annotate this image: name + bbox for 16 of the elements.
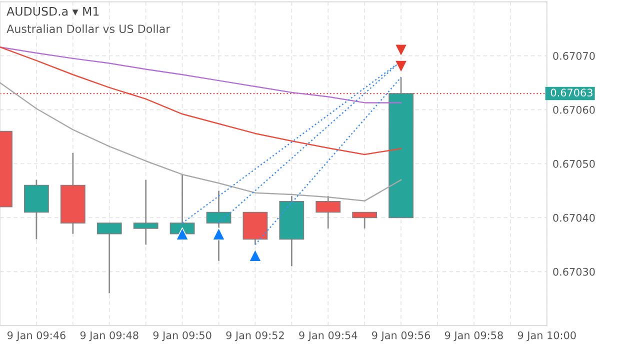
- chart-title: AUDUSD.a ▾ M1: [6, 6, 99, 16]
- text: Australian Dollar vs US Dollar: [6, 24, 170, 34]
- y-tick-label: 0.67040: [553, 214, 595, 222]
- x-tick-label: 9 Jan 09:52: [226, 331, 284, 342]
- y-tick-label: 0.67070: [553, 52, 595, 60]
- x-tick-label: 9 Jan 10:00: [518, 331, 576, 342]
- y-tick-label: 0.67050: [553, 160, 595, 168]
- x-tick-label: 9 Jan 09:48: [80, 331, 138, 342]
- y-tick-label: 0.67030: [553, 268, 595, 276]
- x-tick-label: 9 Jan 09:50: [153, 331, 212, 342]
- x-tick-label: 9 Jan 09:58: [444, 331, 503, 342]
- x-tick-label: 9 Jan 09:46: [7, 331, 66, 342]
- y-tick-label: 0.67060: [553, 106, 595, 114]
- ref-line-label: 0.67063: [550, 88, 592, 97]
- x-tick-label: 9 Jan 09:56: [372, 331, 430, 342]
- x-tick-label: 9 Jan 09:54: [299, 331, 358, 342]
